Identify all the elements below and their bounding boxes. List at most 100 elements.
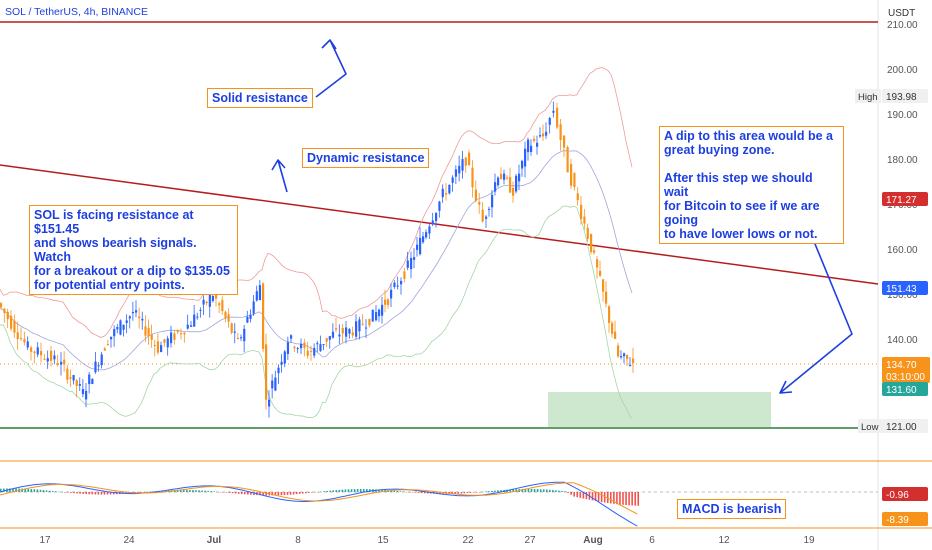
macd-bar [591, 492, 594, 501]
candle [563, 135, 566, 157]
candle [478, 192, 481, 214]
candle [283, 350, 286, 368]
candle-body [481, 209, 484, 222]
candle [3, 307, 6, 323]
candle [153, 339, 156, 357]
candle [545, 122, 548, 139]
candle [542, 124, 545, 142]
candle [110, 336, 113, 348]
candle [458, 155, 461, 182]
high-tag-bg [882, 89, 928, 103]
candle-body [431, 220, 434, 225]
macd-bar [3, 488, 5, 492]
chart-title: SOL / TetherUS, 4h, BINANCE [5, 6, 148, 18]
candle [365, 319, 368, 338]
candle-body [390, 289, 393, 299]
candle-body [375, 312, 378, 321]
candle [36, 342, 39, 358]
candle-body [211, 295, 215, 301]
candle [390, 283, 393, 308]
macd-bar [179, 489, 182, 492]
candle-body [428, 226, 431, 234]
macd-histogram [0, 488, 640, 506]
macd-bar [564, 491, 566, 492]
candle [218, 301, 221, 314]
macd-bar [97, 492, 100, 495]
candle-body [521, 160, 524, 169]
candle-body [300, 343, 303, 349]
candle [91, 378, 94, 385]
candle [328, 335, 331, 349]
candle-body [518, 173, 521, 182]
candle [500, 167, 503, 180]
candle-body [78, 384, 81, 386]
macd-bar [390, 490, 392, 492]
macd-bar [359, 488, 362, 492]
last-price-bg [882, 357, 930, 383]
last-price-tag: 134.70 [886, 360, 917, 371]
candle-body [341, 328, 344, 334]
macd-bar [521, 488, 524, 492]
macd-bar [192, 490, 194, 492]
macd-bar [350, 489, 353, 492]
macd-bar [24, 488, 26, 492]
candle [293, 345, 296, 353]
candle-body [500, 173, 503, 180]
macd-bar [82, 492, 84, 494]
candle [50, 345, 53, 367]
candle-body [160, 345, 163, 353]
candle-body [236, 337, 240, 339]
solid-resistance-arrow [315, 39, 347, 98]
macd-bar [70, 492, 72, 493]
macd-bar [637, 492, 640, 506]
candle [371, 309, 374, 322]
candle-body [199, 309, 202, 311]
macd-bar [210, 491, 213, 492]
candle [56, 354, 59, 367]
macd-bar [353, 489, 356, 492]
macd-bar [597, 492, 600, 502]
candle-body [491, 194, 494, 208]
candle [255, 285, 258, 302]
macd-bar [610, 492, 612, 504]
candle-body [262, 283, 265, 349]
candle [614, 320, 617, 340]
macd-bar [265, 492, 267, 496]
candle-body [413, 257, 416, 260]
candle-body [316, 343, 319, 345]
candle-body [131, 312, 135, 314]
macd-bar [497, 490, 499, 492]
candle [113, 325, 116, 347]
candle [316, 340, 319, 353]
candle-body [166, 338, 169, 348]
macd-bar [94, 492, 97, 495]
candle-body [224, 311, 227, 318]
candle-body [221, 300, 224, 312]
candle-body [556, 107, 559, 128]
candle-body [365, 327, 368, 329]
candle-body [611, 322, 614, 334]
trend-tag: 151.43 [886, 284, 917, 295]
candle [46, 350, 49, 369]
candle [183, 332, 186, 343]
zone-tag-bg [882, 382, 928, 396]
candle-body [328, 336, 331, 340]
x-tick: 8 [295, 535, 301, 546]
candle-body [338, 334, 341, 337]
candle-body [602, 279, 605, 292]
macd-bar [33, 489, 36, 492]
candle [94, 352, 97, 374]
candle [596, 256, 599, 279]
candle-body [141, 318, 144, 321]
macd-bar [219, 492, 222, 493]
candle [448, 184, 451, 195]
macd-bar [225, 492, 228, 493]
candle [608, 305, 611, 333]
macd-bar [295, 492, 298, 495]
candle-body [50, 350, 53, 361]
candle [30, 345, 33, 361]
candle [527, 137, 530, 161]
macd-bar [396, 490, 399, 492]
macd-bar [112, 492, 115, 495]
